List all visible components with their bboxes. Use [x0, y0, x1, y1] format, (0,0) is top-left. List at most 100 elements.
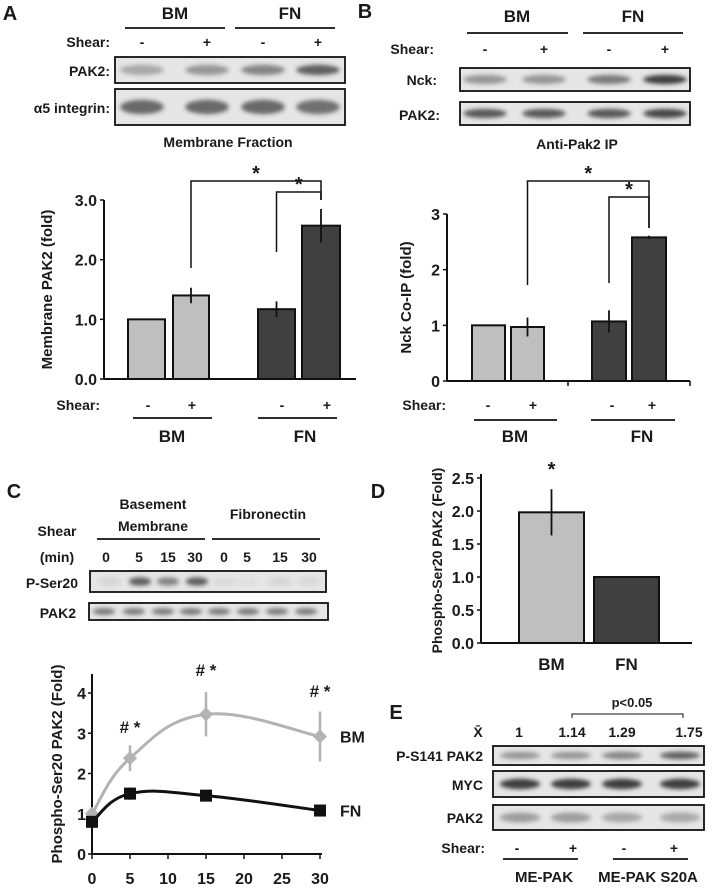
- blot-band: [212, 577, 236, 586]
- x-tick-label: 10: [159, 871, 177, 888]
- panel-label-e: E: [389, 702, 402, 724]
- bar-fnplus: [631, 236, 667, 382]
- bar-fnplus: [301, 224, 341, 380]
- bar-bmminus: [471, 324, 506, 383]
- blot-band: [98, 577, 122, 586]
- shear-sign: +: [529, 397, 537, 413]
- blot-p-ser20: [89, 570, 327, 593]
- y-tick-label: 0.0: [75, 372, 97, 389]
- time-label: 0: [220, 549, 228, 565]
- bar-fn: [593, 576, 660, 644]
- blot-label: PAK2:: [69, 63, 110, 79]
- group-label-fn: FN: [279, 4, 302, 23]
- data-point-diamond: [198, 707, 214, 722]
- blot-label: PAK2: [40, 605, 77, 621]
- significance-marker: # *: [120, 718, 141, 737]
- blot-band: [296, 99, 340, 115]
- significance-star: *: [295, 174, 303, 196]
- blot-band: [120, 64, 164, 76]
- panel-label-c: C: [7, 481, 21, 503]
- time-label: 30: [187, 549, 203, 565]
- blot-frame: [492, 745, 705, 766]
- y-tick-label: 3: [77, 726, 86, 743]
- time-label: 15: [160, 549, 176, 565]
- y-tick-label: 3: [431, 207, 440, 224]
- bar-bmplus: [172, 294, 210, 381]
- blot-band: [241, 64, 285, 76]
- blot-p-s141-pak2: [492, 745, 705, 766]
- y-tick-label: 1: [431, 318, 440, 335]
- shear-sign: -: [261, 34, 266, 50]
- shear-label: Shear:: [390, 41, 434, 57]
- y-axis-label: Nck Co-IP (fold): [398, 241, 415, 353]
- shear-sign: -: [280, 397, 285, 413]
- group-label-bm: BM: [159, 427, 185, 446]
- data-point-diamond: [312, 729, 328, 744]
- bar-chart-a: [100, 180, 356, 381]
- shear-sign: -: [483, 41, 488, 57]
- series-line: [91, 789, 321, 824]
- blot-band: [659, 751, 701, 760]
- significance-star: *: [252, 163, 260, 185]
- shear-label: Shear:: [56, 397, 100, 413]
- blot-frame: [459, 101, 691, 126]
- panel-label-d: D: [371, 481, 385, 503]
- blot-label: P-Ser20: [26, 575, 78, 591]
- blot-band: [601, 751, 643, 760]
- blot-nck: [459, 67, 691, 92]
- group-label-basement-membrane: Basement Membrane: [118, 496, 188, 534]
- shear-sign: +: [540, 41, 548, 57]
- significance-star: *: [584, 163, 592, 185]
- blot-band: [296, 64, 340, 76]
- group-label-fibronectin: Fibronectin: [230, 506, 306, 522]
- blot-band: [550, 751, 592, 760]
- blot-band: [265, 608, 289, 615]
- blot-band: [601, 778, 643, 790]
- y-tick-label: 0: [431, 374, 440, 391]
- blot-label: α5 integrin:: [34, 100, 110, 116]
- blot-band: [643, 108, 687, 119]
- blot-band: [550, 812, 592, 823]
- y-axis-label: Phospho-Ser20 PAK2 (Fold): [429, 468, 445, 654]
- bar-fnminus: [257, 308, 296, 380]
- blot-band: [151, 608, 175, 615]
- panel-label-b: B: [358, 1, 372, 23]
- blot-band: [499, 751, 541, 760]
- blot-band: [185, 99, 229, 115]
- data-point-square: [124, 787, 136, 800]
- y-tick-label: 2: [77, 767, 86, 784]
- blot-band: [587, 108, 631, 119]
- y-tick-label: 1.0: [452, 570, 474, 587]
- blot-band: [92, 608, 116, 615]
- significance-bracket: [608, 196, 650, 283]
- shear-sign: -: [140, 34, 145, 50]
- legend-label-bm: BM: [340, 729, 365, 746]
- p-value-label: p<0.05: [612, 695, 653, 710]
- panel-label-a: A: [3, 3, 17, 25]
- blot-pak2: [459, 101, 691, 126]
- time-label: 15: [272, 549, 288, 565]
- blot-band: [120, 99, 164, 115]
- series-line: [90, 712, 321, 815]
- y-tick-label: 2.0: [75, 253, 97, 270]
- significance-bracket: [190, 180, 322, 268]
- blot-label: Nck:: [407, 72, 437, 88]
- mean-symbol: X̄: [473, 723, 483, 740]
- data-point-diamond: [122, 751, 138, 766]
- blot-band: [499, 812, 541, 823]
- blot-band: [643, 74, 687, 85]
- blot-label: MYC: [452, 777, 483, 793]
- legend-label-fn: FN: [340, 804, 361, 821]
- blot-band: [156, 577, 180, 586]
- data-point-square: [86, 815, 98, 828]
- data-point-square: [314, 804, 326, 817]
- y-tick-label: 3.0: [75, 193, 97, 210]
- y-tick-label: 2: [431, 263, 440, 280]
- shear-sign: -: [610, 397, 615, 413]
- significance-star: *: [548, 459, 556, 481]
- y-tick-label: 0.0: [452, 636, 474, 653]
- y-tick-label: 1.5: [452, 537, 474, 554]
- time-label: 0: [102, 549, 110, 565]
- data-point-square: [200, 789, 212, 802]
